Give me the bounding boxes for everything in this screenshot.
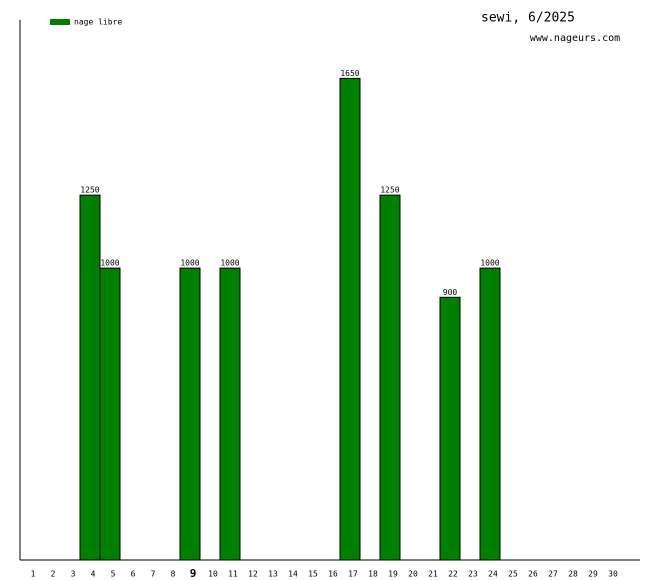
bar	[339, 77, 361, 561]
legend-swatch	[50, 19, 70, 25]
x-tick-label: 27	[548, 570, 558, 579]
value-label: 1000	[480, 259, 499, 268]
x-tick-label: 28	[568, 570, 578, 579]
bar	[179, 267, 201, 561]
x-tick-label: 17	[348, 570, 358, 579]
x-tick-label: 7	[151, 570, 156, 579]
x-tick-label: 5	[111, 570, 116, 579]
x-tick-label: 30	[608, 570, 618, 579]
x-tick-label: 4	[91, 570, 96, 579]
legend-label: nage libre	[74, 18, 122, 27]
bar	[219, 267, 241, 561]
x-tick-label: 21	[428, 570, 438, 579]
value-label: 1650	[340, 69, 359, 78]
x-tick-label: 19	[388, 570, 398, 579]
bar	[79, 194, 101, 561]
x-tick-label: 29	[588, 570, 598, 579]
value-label: 1250	[380, 186, 399, 195]
x-tick-label: 26	[528, 570, 538, 579]
x-tick-label: 1	[31, 570, 36, 579]
x-tick-label: 2	[51, 570, 56, 579]
x-tick-label: 3	[71, 570, 76, 579]
x-tick-label: 12	[248, 570, 258, 579]
value-label: 1250	[80, 186, 99, 195]
x-tick-label: 6	[131, 570, 136, 579]
bar	[439, 296, 461, 561]
value-label: 1000	[180, 259, 199, 268]
x-tick-label: 10	[208, 570, 218, 579]
bar	[379, 194, 401, 561]
chart-title: sewi, 6/2025	[481, 11, 575, 26]
x-tick-label: 11	[228, 570, 238, 579]
value-label: 1000	[100, 259, 119, 268]
x-tick-label: 23	[468, 570, 478, 579]
value-label: 900	[443, 288, 458, 297]
x-tick-label: 9	[190, 567, 197, 580]
x-tick-label: 8	[171, 570, 176, 579]
x-tick-label: 24	[488, 570, 498, 579]
x-tick-label: 22	[448, 570, 458, 579]
chart-subtitle: www.nageurs.com	[530, 33, 620, 44]
x-tick-label: 14	[288, 570, 298, 579]
x-tick-label: 13	[268, 570, 278, 579]
x-tick-label: 20	[408, 570, 418, 579]
x-tick-label: 15	[308, 570, 318, 579]
x-tick-label: 16	[328, 570, 338, 579]
bar	[479, 267, 501, 561]
value-label: 1000	[220, 259, 239, 268]
x-tick-label: 18	[368, 570, 378, 579]
bar	[99, 267, 121, 561]
x-tick-label: 25	[508, 570, 518, 579]
